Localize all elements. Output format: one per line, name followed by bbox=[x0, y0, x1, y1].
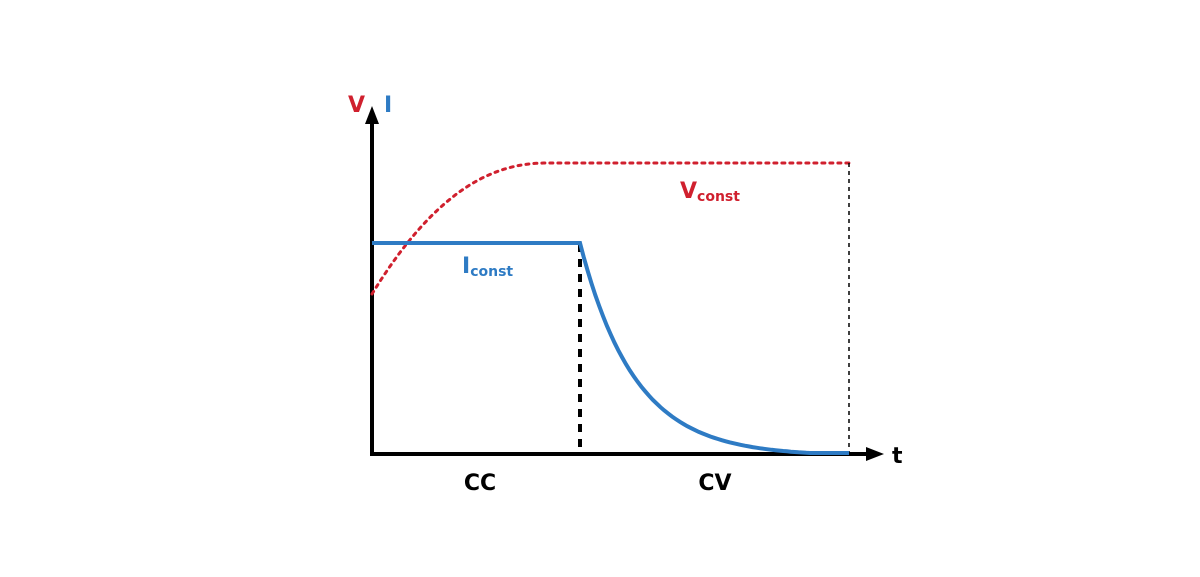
i-const-main: I bbox=[462, 254, 470, 279]
voltage-curve bbox=[370, 161, 851, 296]
v-const-main: V bbox=[680, 179, 697, 204]
i-axis-label: I bbox=[384, 93, 392, 118]
phase-cv-label: CV bbox=[698, 471, 731, 496]
x-axis-arrow-icon bbox=[866, 447, 884, 461]
v-axis-label: V bbox=[348, 93, 365, 118]
i-const-label: Iconst bbox=[462, 254, 513, 280]
y-axis-arrow-icon bbox=[365, 106, 379, 124]
v-const-sub: const bbox=[697, 189, 740, 205]
phase-cc-label: CC bbox=[464, 471, 496, 496]
t-axis-label: t bbox=[892, 444, 903, 469]
v-const-label: Vconst bbox=[680, 179, 740, 205]
current-curve bbox=[372, 241, 849, 455]
i-const-sub: const bbox=[470, 264, 513, 280]
